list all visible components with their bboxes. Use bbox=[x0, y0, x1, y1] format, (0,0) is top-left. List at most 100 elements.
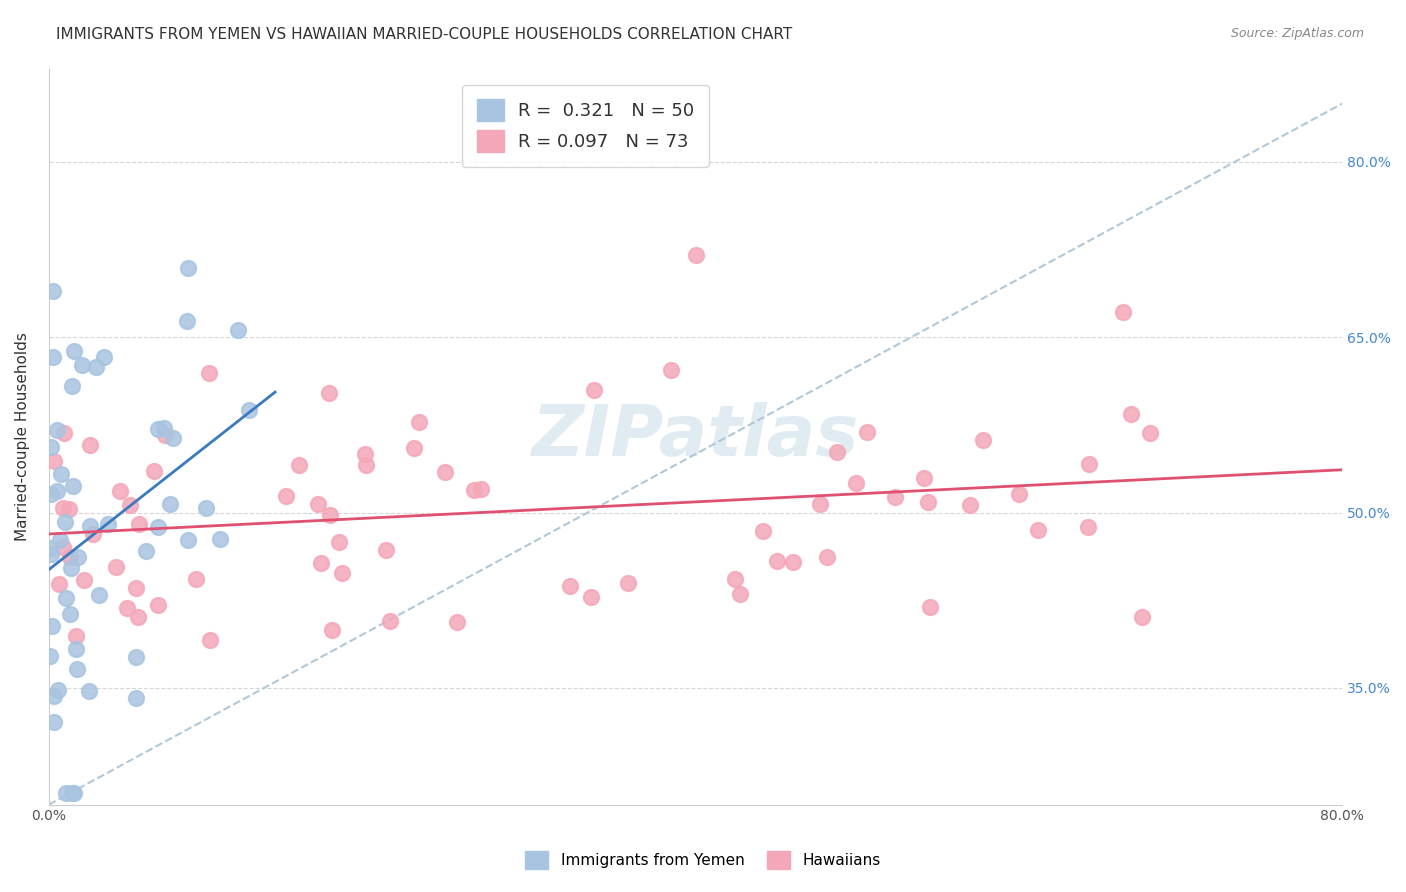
Legend: Immigrants from Yemen, Hawaiians: Immigrants from Yemen, Hawaiians bbox=[519, 845, 887, 875]
Y-axis label: Married-couple Households: Married-couple Households bbox=[15, 332, 30, 541]
Immigrants from Yemen bbox=[146, 422, 169, 436]
Immigrants from Yemen bbox=[226, 323, 249, 337]
Immigrants from Yemen bbox=[146, 520, 169, 534]
Hawaiians bbox=[354, 458, 377, 473]
Hawaiians bbox=[274, 489, 297, 503]
Hawaiians bbox=[104, 560, 127, 574]
Hawaiians bbox=[321, 623, 343, 637]
Immigrants from Yemen bbox=[46, 423, 69, 437]
Hawaiians bbox=[307, 497, 329, 511]
Immigrants from Yemen bbox=[66, 550, 89, 565]
Immigrants from Yemen bbox=[84, 359, 107, 374]
Hawaiians bbox=[917, 495, 939, 509]
Immigrants from Yemen bbox=[159, 497, 181, 511]
Hawaiians bbox=[311, 556, 333, 570]
Hawaiians bbox=[856, 425, 879, 439]
Immigrants from Yemen bbox=[162, 432, 184, 446]
Hawaiians bbox=[143, 464, 166, 478]
Immigrants from Yemen bbox=[42, 690, 65, 704]
Hawaiians bbox=[120, 498, 142, 512]
Immigrants from Yemen bbox=[125, 650, 148, 665]
Hawaiians bbox=[558, 579, 581, 593]
Hawaiians bbox=[470, 482, 492, 496]
Hawaiians bbox=[198, 632, 221, 647]
Hawaiians bbox=[328, 534, 350, 549]
Hawaiians bbox=[581, 590, 603, 604]
Hawaiians bbox=[408, 416, 430, 430]
Immigrants from Yemen bbox=[66, 662, 89, 676]
Hawaiians bbox=[378, 614, 401, 628]
Hawaiians bbox=[82, 527, 104, 541]
Hawaiians bbox=[108, 483, 131, 498]
Immigrants from Yemen bbox=[39, 440, 62, 454]
Immigrants from Yemen bbox=[46, 683, 69, 698]
Hawaiians bbox=[319, 508, 342, 523]
Hawaiians bbox=[434, 466, 457, 480]
Immigrants from Yemen bbox=[60, 379, 83, 393]
Hawaiians bbox=[1139, 425, 1161, 440]
Hawaiians bbox=[115, 600, 138, 615]
Immigrants from Yemen bbox=[53, 515, 76, 529]
Immigrants from Yemen bbox=[42, 284, 65, 298]
Hawaiians bbox=[48, 577, 70, 591]
Hawaiians bbox=[446, 615, 468, 630]
Immigrants from Yemen bbox=[125, 690, 148, 705]
Immigrants from Yemen bbox=[41, 619, 63, 633]
Text: IMMIGRANTS FROM YEMEN VS HAWAIIAN MARRIED-COUPLE HOUSEHOLDS CORRELATION CHART: IMMIGRANTS FROM YEMEN VS HAWAIIAN MARRIE… bbox=[56, 27, 793, 42]
Immigrants from Yemen bbox=[238, 403, 260, 417]
Hawaiians bbox=[288, 458, 311, 472]
Hawaiians bbox=[728, 587, 751, 601]
Immigrants from Yemen bbox=[55, 591, 77, 606]
Immigrants from Yemen bbox=[89, 588, 111, 602]
Hawaiians bbox=[808, 497, 831, 511]
Hawaiians bbox=[884, 490, 907, 504]
Immigrants from Yemen bbox=[42, 715, 65, 730]
Immigrants from Yemen bbox=[39, 541, 62, 556]
Immigrants from Yemen bbox=[176, 314, 198, 328]
Immigrants from Yemen bbox=[41, 487, 63, 501]
Immigrants from Yemen bbox=[63, 786, 86, 800]
Hawaiians bbox=[583, 384, 606, 398]
Immigrants from Yemen bbox=[176, 260, 198, 275]
Text: Source: ZipAtlas.com: Source: ZipAtlas.com bbox=[1230, 27, 1364, 40]
Immigrants from Yemen bbox=[63, 343, 86, 358]
Hawaiians bbox=[845, 476, 868, 491]
Text: ZIPatlas: ZIPatlas bbox=[531, 402, 859, 471]
Hawaiians bbox=[53, 426, 76, 441]
Hawaiians bbox=[42, 454, 65, 468]
Immigrants from Yemen bbox=[153, 420, 176, 434]
Immigrants from Yemen bbox=[39, 548, 62, 562]
Immigrants from Yemen bbox=[176, 533, 198, 547]
Immigrants from Yemen bbox=[42, 350, 65, 364]
Hawaiians bbox=[1008, 487, 1031, 501]
Hawaiians bbox=[685, 248, 707, 262]
Hawaiians bbox=[918, 599, 941, 614]
Immigrants from Yemen bbox=[97, 517, 120, 532]
Hawaiians bbox=[1112, 305, 1135, 319]
Immigrants from Yemen bbox=[208, 533, 231, 547]
Hawaiians bbox=[661, 363, 683, 377]
Hawaiians bbox=[146, 598, 169, 612]
Immigrants from Yemen bbox=[65, 641, 87, 656]
Hawaiians bbox=[65, 629, 87, 643]
Hawaiians bbox=[58, 502, 80, 516]
Immigrants from Yemen bbox=[46, 484, 69, 499]
Immigrants from Yemen bbox=[77, 684, 100, 698]
Hawaiians bbox=[1077, 457, 1099, 471]
Immigrants from Yemen bbox=[70, 358, 93, 372]
Immigrants from Yemen bbox=[59, 607, 82, 621]
Hawaiians bbox=[1130, 610, 1153, 624]
Hawaiians bbox=[402, 442, 425, 456]
Immigrants from Yemen bbox=[195, 501, 218, 516]
Immigrants from Yemen bbox=[93, 350, 115, 364]
Hawaiians bbox=[972, 433, 994, 447]
Hawaiians bbox=[127, 609, 149, 624]
Hawaiians bbox=[52, 540, 75, 554]
Hawaiians bbox=[374, 543, 396, 558]
Hawaiians bbox=[724, 572, 747, 586]
Immigrants from Yemen bbox=[79, 518, 101, 533]
Hawaiians bbox=[52, 501, 75, 516]
Hawaiians bbox=[318, 386, 340, 401]
Hawaiians bbox=[186, 572, 208, 586]
Hawaiians bbox=[912, 470, 935, 484]
